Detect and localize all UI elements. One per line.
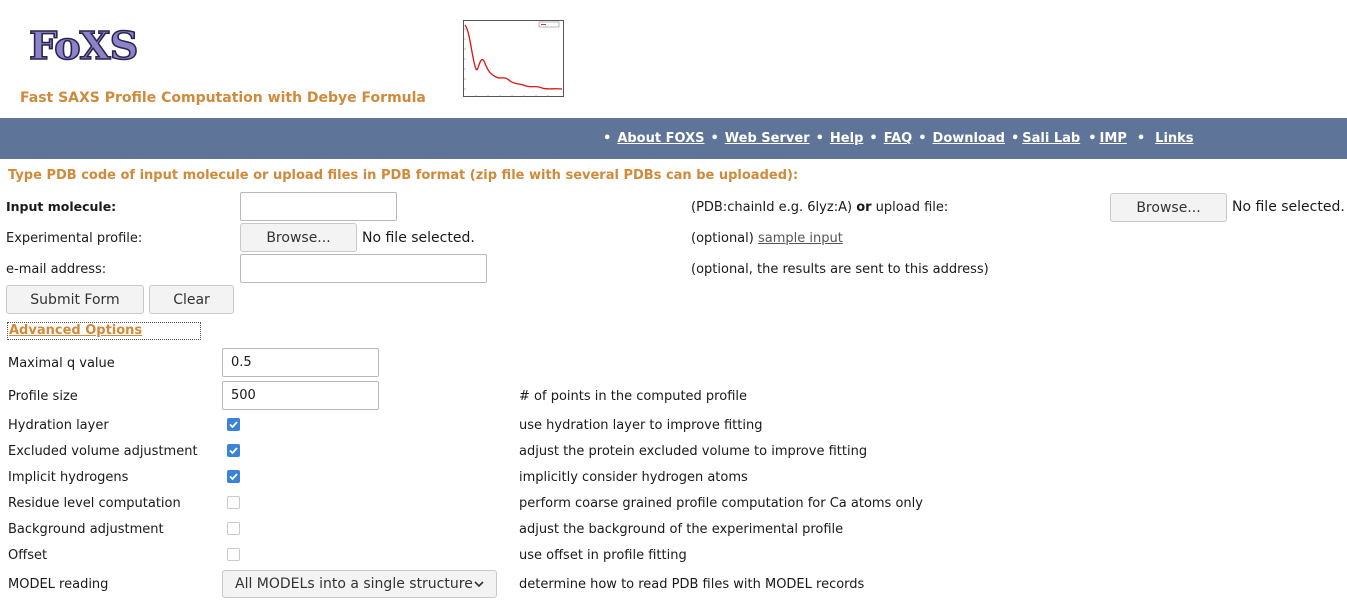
checkmark-icon xyxy=(229,473,238,481)
implicit-hydrogens-checkbox[interactable] xyxy=(227,470,240,483)
advanced-options-toggle[interactable]: Advanced Options xyxy=(7,322,201,340)
option-label-excluded-volume: Excluded volume adjustment xyxy=(8,444,198,459)
nav-separator: • xyxy=(918,131,927,146)
profile-size-desc: # of points in the computed profile xyxy=(519,389,747,404)
nav-separator: • xyxy=(710,131,719,146)
excluded-volume-checkbox[interactable] xyxy=(227,444,240,457)
option-label-hydration: Hydration layer xyxy=(8,418,109,433)
experimental-hint: (optional) sample input xyxy=(691,231,843,246)
profile-file-browse-button[interactable]: Browse... xyxy=(240,223,357,252)
option-desc-excluded-volume: adjust the protein excluded volume to im… xyxy=(519,444,868,459)
profile-file-status: No file selected. xyxy=(362,230,475,246)
nav-separator: • xyxy=(1010,131,1020,146)
pdb-hint-or: or xyxy=(856,200,872,215)
nav-link-help[interactable]: Help xyxy=(829,131,864,146)
nav-separator: • xyxy=(603,131,612,146)
option-label-residue-level: Residue level computation xyxy=(8,496,181,511)
nav-link-about[interactable]: About FOXS xyxy=(617,131,705,146)
model-reading-label: MODEL reading xyxy=(8,577,109,592)
hydration-layer-checkbox[interactable] xyxy=(227,418,240,431)
nav-link-sali-lab[interactable]: Sali Lab xyxy=(1022,131,1081,146)
max-q-field[interactable]: 0.5 xyxy=(222,348,379,377)
nav-separator: • xyxy=(815,131,824,146)
option-desc-hydration: use hydration layer to improve fitting xyxy=(519,418,763,433)
background-adjustment-checkbox[interactable] xyxy=(227,522,240,535)
nav-separator: • xyxy=(1136,131,1146,146)
pdb-file-status: No file selected. xyxy=(1232,199,1345,215)
max-q-label: Maximal q value xyxy=(8,356,115,371)
optional-prefix: (optional) xyxy=(691,231,754,246)
nav-link-faq[interactable]: FAQ xyxy=(883,131,913,146)
nav-separator: • xyxy=(1088,131,1097,146)
email-field[interactable] xyxy=(240,254,487,283)
checkmark-icon xyxy=(229,421,238,429)
pdb-hint-prefix: (PDB:chainId e.g. 6lyz:A) xyxy=(691,200,853,215)
saxs-profile-thumbnail xyxy=(462,19,566,99)
clear-button[interactable]: Clear xyxy=(149,285,234,314)
option-desc-residue-level: perform coarse grained profile computati… xyxy=(519,496,923,511)
input-molecule-field[interactable] xyxy=(240,192,397,221)
model-reading-desc: determine how to read PDB files with MOD… xyxy=(519,577,865,592)
nav-separator: • xyxy=(869,131,878,146)
email-label: e-mail address: xyxy=(6,262,107,277)
option-label-implicit-hydrogens: Implicit hydrogens xyxy=(8,470,129,485)
submit-form-button[interactable]: Submit Form xyxy=(6,285,144,314)
experimental-profile-label: Experimental profile: xyxy=(6,231,143,246)
residue-level-checkbox[interactable] xyxy=(227,496,240,509)
offset-checkbox[interactable] xyxy=(227,548,240,561)
option-desc-background: adjust the background of the experimenta… xyxy=(519,522,844,537)
profile-size-label: Profile size xyxy=(8,389,78,404)
option-desc-offset: use offset in profile fitting xyxy=(519,548,687,563)
chevron-down-icon xyxy=(474,581,484,588)
nav-links: • About FOXS • Web Server • Help • FAQ •… xyxy=(597,131,1194,146)
option-label-offset: Offset xyxy=(8,548,48,563)
form-instruction: Type PDB code of input molecule or uploa… xyxy=(8,168,799,183)
nav-link-download[interactable]: Download xyxy=(932,131,1005,146)
sample-input-link[interactable]: sample input xyxy=(757,231,843,246)
pdb-file-browse-button[interactable]: Browse... xyxy=(1110,193,1227,222)
email-hint: (optional, the results are sent to this … xyxy=(691,262,989,277)
model-reading-select[interactable]: All MODELs into a single structure xyxy=(222,570,497,598)
tagline: Fast SAXS Profile Computation with Debye… xyxy=(20,90,426,106)
profile-size-field[interactable]: 500 xyxy=(222,381,379,410)
nav-link-links[interactable]: Links xyxy=(1155,131,1194,146)
nav-link-imp[interactable]: IMP xyxy=(1099,131,1127,146)
nav-bar xyxy=(0,118,1347,159)
pdb-hint: (PDB:chainId e.g. 6lyz:A) or upload file… xyxy=(691,200,948,215)
option-desc-implicit-hydrogens: implicitly consider hydrogen atoms xyxy=(519,470,748,485)
nav-link-web-server[interactable]: Web Server xyxy=(724,131,810,146)
pdb-hint-suffix: upload file: xyxy=(875,200,949,215)
input-molecule-label: Input molecule: xyxy=(6,199,117,214)
checkmark-icon xyxy=(229,447,238,455)
foxs-logo: FoXS xyxy=(28,22,139,69)
model-reading-selected: All MODELs into a single structure xyxy=(235,576,473,592)
option-label-background: Background adjustment xyxy=(8,522,164,537)
